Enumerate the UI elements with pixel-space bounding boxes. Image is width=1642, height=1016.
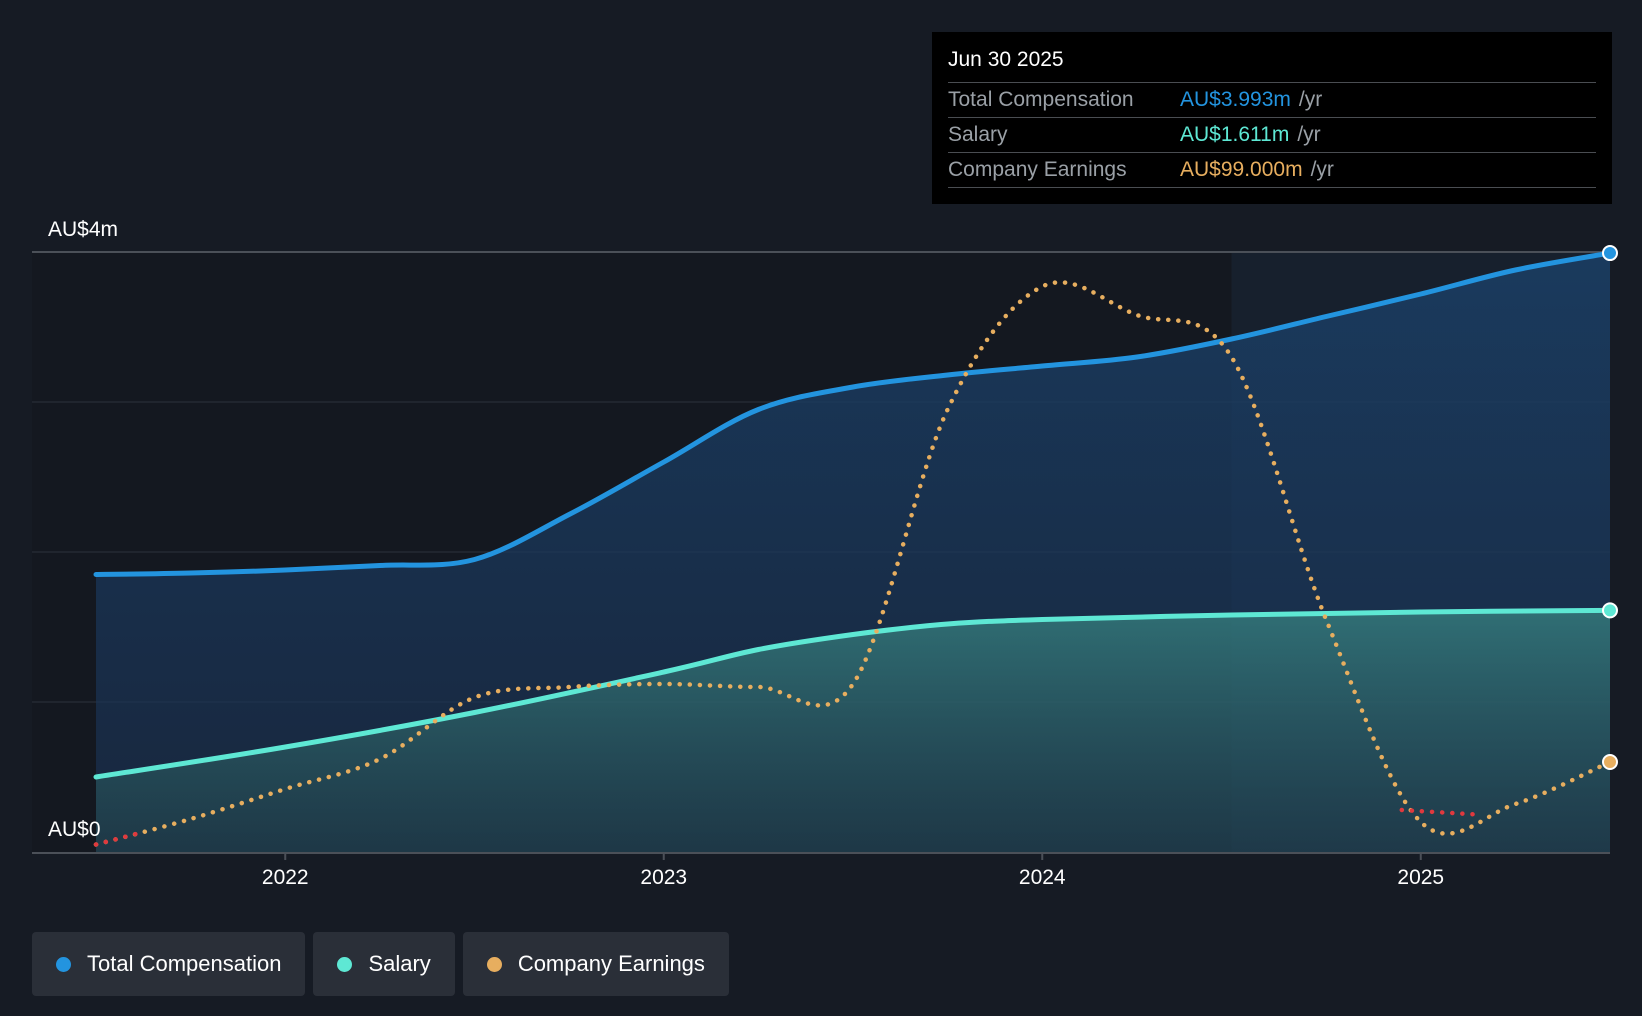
total-compensation-line: [93, 250, 1613, 577]
legend: Total Compensation Salary Company Earnin…: [32, 932, 729, 996]
tooltip-unit: /yr: [1297, 123, 1321, 146]
tooltip-date: Jun 30 2025: [948, 48, 1064, 71]
series-end-marker: [1602, 602, 1618, 619]
tooltip-value: AU$3.993m: [1180, 88, 1291, 111]
legend-dot-icon: [337, 956, 353, 972]
legend-item-company-earnings[interactable]: Company Earnings: [462, 932, 729, 996]
tooltip-row-company-earnings: Company Earnings AU$99.000m /yr: [948, 152, 1596, 188]
series-end-marker: [1602, 245, 1618, 262]
tooltip: Jun 30 2025 Total Compensation AU$3.993m…: [932, 32, 1612, 204]
legend-dot-icon: [486, 956, 502, 972]
tooltip-label: Company Earnings: [948, 158, 1127, 181]
legend-item-salary[interactable]: Salary: [313, 932, 455, 996]
company-earnings-low-segment: [1399, 807, 1480, 817]
tooltip-value: AU$1.611m: [1180, 123, 1290, 146]
tooltip-value: AU$99.000m: [1180, 158, 1303, 181]
tooltip-label: Total Compensation: [948, 88, 1134, 111]
tooltip-unit: /yr: [1310, 158, 1334, 181]
legend-label: Total Compensation: [87, 951, 282, 976]
tooltip-row-salary: Salary AU$1.611m /yr: [948, 117, 1596, 152]
company-earnings-line: [93, 280, 1613, 847]
y-axis-top-label: AU$4m: [48, 218, 118, 241]
legend-label: Company Earnings: [517, 951, 705, 976]
x-tick-label: 2025: [1397, 866, 1444, 889]
x-tick-label: 2024: [1019, 866, 1066, 889]
legend-item-total-compensation[interactable]: Total Compensation: [32, 932, 306, 996]
legend-dot-icon: [56, 956, 71, 972]
salary-area: [96, 610, 1610, 852]
x-tick-label: 2022: [262, 866, 309, 889]
salary-line: [93, 607, 1613, 780]
tooltip-row-total-compensation: Total Compensation AU$3.993m /yr: [948, 82, 1596, 117]
series-end-marker: [1602, 754, 1618, 770]
y-axis-bottom-label: AU$0: [48, 818, 101, 841]
tooltip-unit: /yr: [1298, 88, 1323, 111]
tooltip-label: Salary: [948, 123, 1008, 146]
x-tick-label: 2023: [640, 866, 687, 889]
legend-label: Salary: [368, 951, 431, 976]
